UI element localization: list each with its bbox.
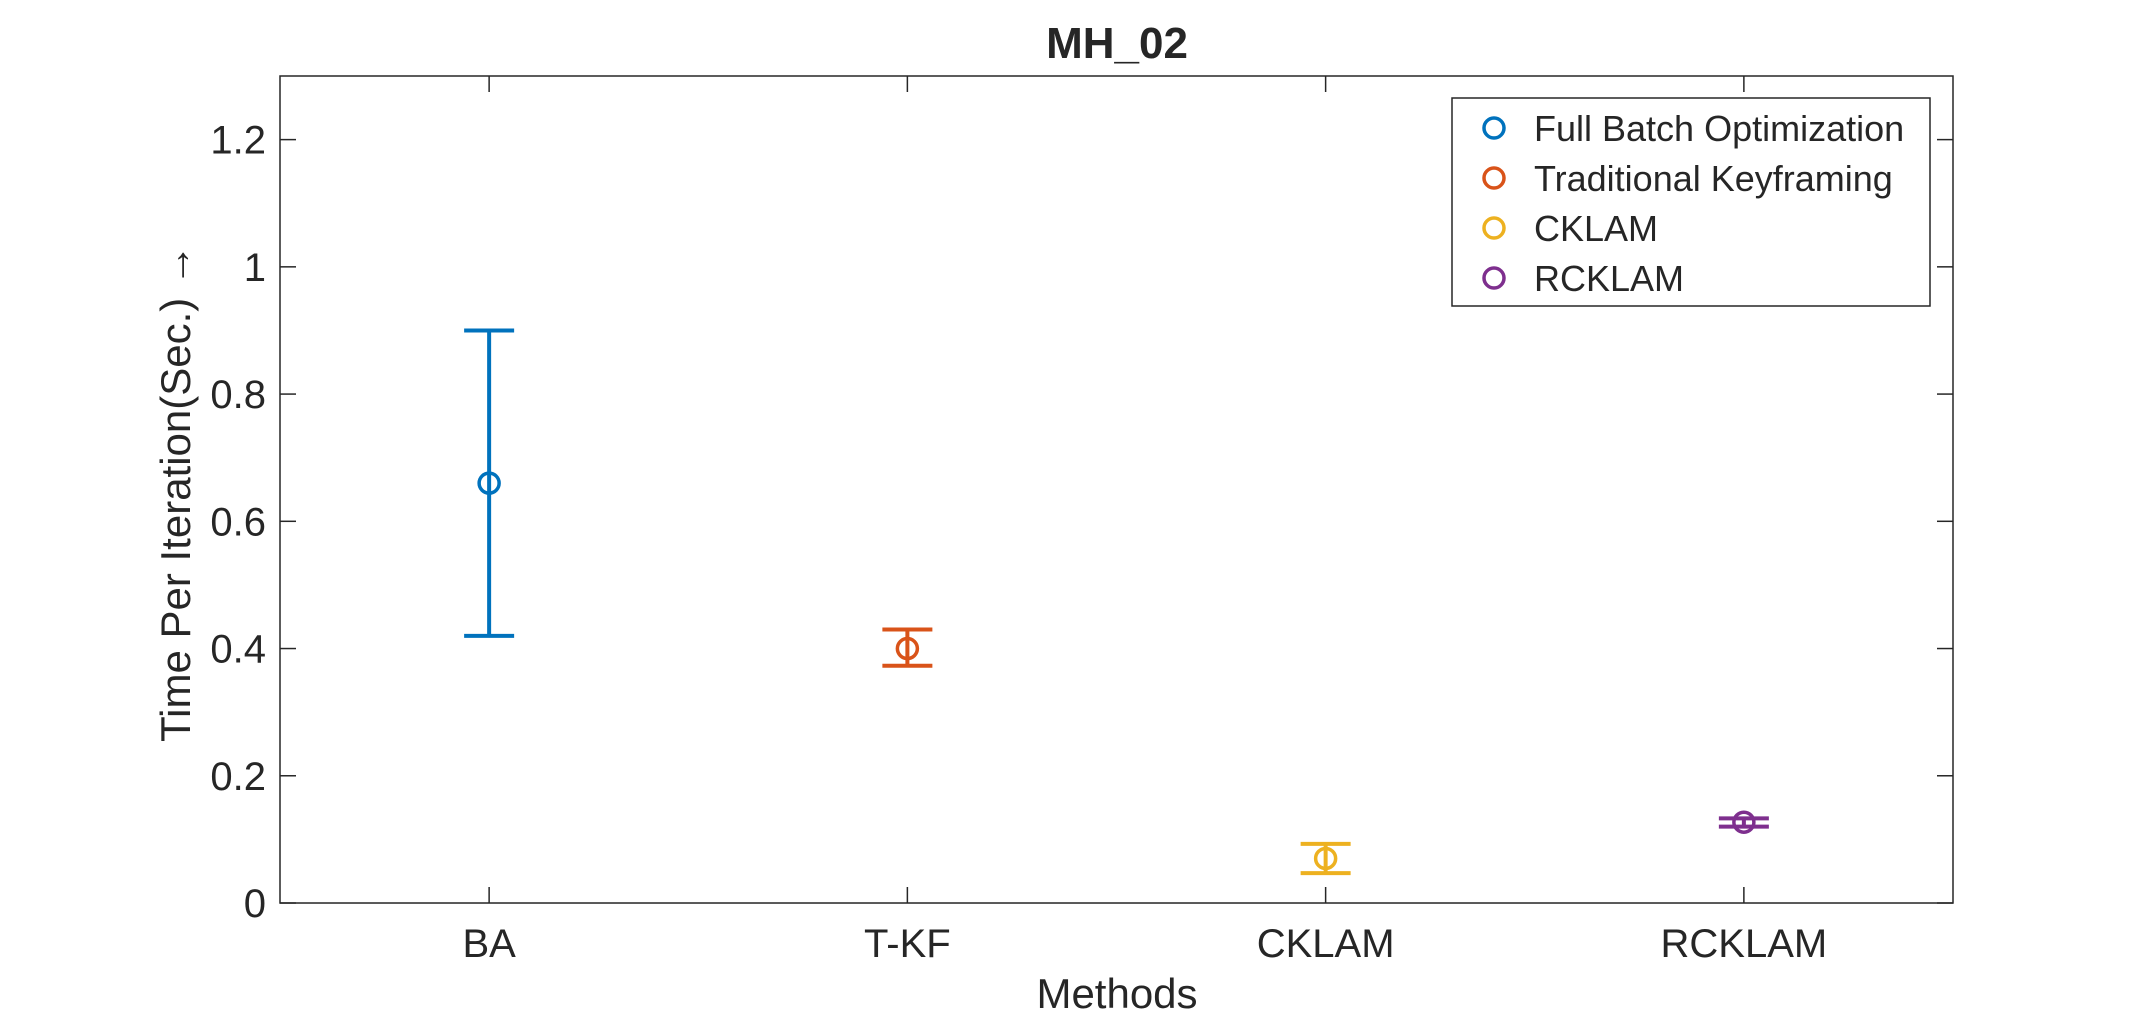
legend-marker [1482,216,1506,240]
x-tick-label: BA [462,922,516,966]
legend-marker [1482,116,1506,140]
tick-labels: 0 0.2 0.4 0.6 0.8 1 1.2 BA T-KF CKLAM RCKLAM [210,119,1827,966]
y-tick-label: 0.4 [210,628,266,672]
y-tick-label: 0.6 [210,500,266,544]
x-tick-label: CKLAM [1257,922,1395,966]
data-series [464,328,1769,876]
y-tick-label: 0 [244,882,266,926]
y-axis-label: Time Per Iteration(Sec.) → [152,244,199,742]
data-point [1313,846,1338,871]
data-point [1732,810,1756,834]
y-tick-label: 0.2 [210,755,266,799]
data-point [895,636,920,661]
legend-label: RCKLAM [1534,258,1684,299]
x-tick-label: RCKLAM [1661,922,1828,966]
x-tick-label: T-KF [864,922,951,966]
chart-title: MH_02 [1046,19,1188,68]
legend-marker [1482,266,1506,290]
legend-marker [1482,166,1506,190]
legend-label: Full Batch Optimization [1534,108,1904,149]
data-point [477,471,501,495]
y-tick-label: 1.2 [210,119,266,163]
legend-box [1451,97,1931,307]
y-tick-label: 1 [244,246,266,290]
x-axis-label: Methods [1036,970,1197,1017]
y-tick-label: 0.8 [210,373,266,417]
legend: Full Batch Optimization Traditional Keyfr… [1451,97,1931,307]
axes-box [279,75,1954,904]
legend-label: CKLAM [1534,208,1658,249]
legend-label: Traditional Keyframing [1534,158,1893,199]
